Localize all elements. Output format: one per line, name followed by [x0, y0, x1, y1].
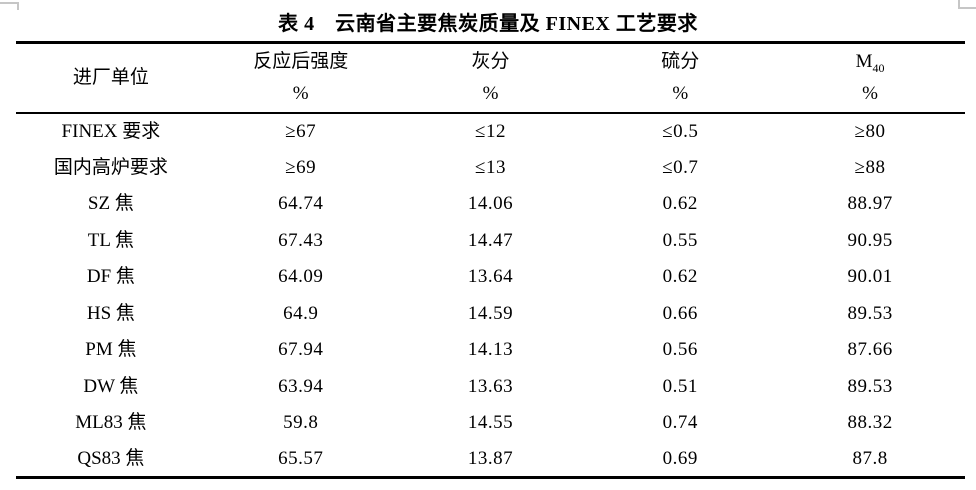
value-cell: 64.74: [278, 193, 324, 215]
value-cell: 67.94: [278, 339, 324, 361]
value-cell: 0.66: [662, 302, 698, 324]
value-cell: 65.57: [278, 448, 324, 469]
page-corner-mark-top-right-vertical: [958, 0, 960, 8]
column-header: 进厂单位: [72, 67, 149, 89]
value-cell: 59.8: [283, 412, 319, 434]
value-cell: 0.55: [662, 229, 698, 251]
value-cell: 0.74: [662, 412, 698, 434]
column-header-label: M40: [855, 50, 885, 75]
value-cell: ≥67: [285, 120, 317, 142]
value-cell: 0.62: [662, 266, 698, 288]
value-cell: 0.69: [662, 448, 698, 469]
value-cell: 87.8: [852, 448, 888, 469]
value-cell: 0.56: [662, 339, 698, 361]
table-row: FINEX 要求 ≥67 ≤12 ≤0.5 ≥80: [16, 113, 965, 150]
row-label-cell: DW 焦: [83, 375, 139, 397]
value-cell: ≥88: [854, 156, 886, 178]
value-cell: 90.95: [847, 229, 893, 251]
value-cell: 89.53: [847, 302, 893, 324]
row-label-cell: PM 焦: [85, 339, 137, 361]
row-label-cell: HS 焦: [86, 302, 135, 324]
table-body: FINEX 要求 ≥67 ≤12 ≤0.5 ≥80 国内高炉要求 ≥69 ≤13 ≤0.7 ≥88…: [16, 113, 965, 478]
value-cell: 14.13: [467, 339, 514, 361]
column-header-label: 灰分: [471, 50, 510, 72]
value-cell: 90.01: [847, 266, 893, 288]
page-corner-mark-top-left-vertical: [17, 2, 19, 10]
column-header-unit: %: [292, 82, 309, 104]
value-cell: 89.53: [847, 375, 893, 397]
value-cell: 13.63: [467, 375, 514, 397]
column-header: 硫分%: [585, 43, 775, 113]
value-cell: 0.62: [662, 193, 698, 215]
value-cell: 87.66: [847, 339, 893, 361]
column-header-unit: %: [862, 82, 878, 104]
row-label-cell: SZ 焦: [87, 193, 134, 215]
table-row: HS 焦 64.9 14.59 0.66 89.53: [16, 295, 965, 332]
row-label-cell: QS83 焦: [77, 448, 145, 469]
value-cell: ≥69: [285, 156, 317, 178]
row-label-cell: ML83 焦: [75, 412, 147, 434]
column-header: 灰分%: [396, 43, 586, 113]
table-row: 国内高炉要求 ≥69 ≤13 ≤0.7 ≥88: [16, 149, 965, 186]
column-header-label: 反应后强度: [253, 50, 349, 72]
value-cell: ≤13: [475, 156, 506, 178]
value-cell: 67.43: [278, 229, 324, 251]
table-caption: 表 4 云南省主要焦炭质量及 FINEX 工艺要求: [278, 13, 698, 35]
page-corner-mark-top-left: [0, 2, 18, 4]
value-cell: 88.97: [847, 193, 893, 215]
column-header: 反应后强度%: [206, 43, 396, 113]
row-label-cell: TL 焦: [87, 229, 135, 251]
value-cell: 13.87: [467, 448, 514, 469]
value-cell: ≤0.5: [662, 120, 699, 142]
table-row: DW 焦 63.94 13.63 0.51 89.53: [16, 368, 965, 405]
column-header-label: 硫分: [661, 50, 700, 72]
value-cell: 14.47: [467, 229, 514, 251]
value-cell: ≤0.7: [662, 156, 699, 178]
page-corner-mark-top-right: [958, 7, 976, 9]
value-cell: 13.64: [467, 266, 514, 288]
table-row: TL 焦 67.43 14.47 0.55 90.95: [16, 222, 965, 259]
coke-quality-table: 进厂单位 反应后强度% 灰分% 硫分% M40% FINEX 要求 ≥67 ≤12 ≤0.5 ≥…: [16, 41, 965, 479]
column-header-subscript: 40: [872, 60, 885, 75]
value-cell: ≤12: [475, 120, 506, 142]
column-header-unit: %: [672, 82, 689, 104]
table-row: ML83 焦 59.8 14.55 0.74 88.32: [16, 405, 965, 442]
value-cell: ≥80: [854, 120, 886, 142]
table-row: QS83 焦 65.57 13.87 0.69 87.8: [16, 441, 965, 478]
value-cell: 64.9: [283, 302, 319, 324]
row-label-cell: DF 焦: [86, 266, 135, 288]
column-header: M40%: [775, 43, 965, 113]
table-row: DF 焦 64.09 13.64 0.62 90.01: [16, 259, 965, 296]
table-header: 进厂单位 反应后强度% 灰分% 硫分% M40%: [16, 43, 965, 113]
value-cell: 14.06: [467, 193, 514, 215]
table-row: PM 焦 67.94 14.13 0.56 87.66: [16, 332, 965, 369]
value-cell: 63.94: [278, 375, 324, 397]
row-label-cell: FINEX 要求: [61, 120, 161, 142]
value-cell: 88.32: [847, 412, 893, 434]
column-header-unit: %: [482, 82, 499, 104]
value-cell: 14.55: [467, 412, 514, 434]
table-row: SZ 焦 64.74 14.06 0.62 88.97: [16, 186, 965, 223]
table-header-row: 进厂单位 反应后强度% 灰分% 硫分% M40%: [16, 43, 965, 113]
value-cell: 0.51: [662, 375, 698, 397]
row-label-cell: 国内高炉要求: [53, 156, 168, 178]
value-cell: 64.09: [278, 266, 324, 288]
value-cell: 14.59: [467, 302, 514, 324]
